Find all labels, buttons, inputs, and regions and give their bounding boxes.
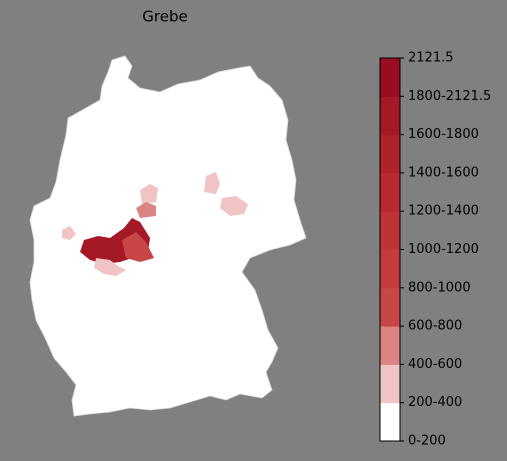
legend-swatch bbox=[380, 96, 400, 136]
colorbar-label: 400-600 bbox=[408, 357, 462, 372]
region bbox=[94, 258, 126, 276]
map-title: Grebe bbox=[142, 8, 187, 26]
colorbar-label: 1000-1200 bbox=[408, 242, 479, 257]
colorbar-label: 0-200 bbox=[408, 434, 446, 449]
region bbox=[204, 172, 220, 194]
colorbar-label: 1200-1400 bbox=[408, 204, 479, 219]
region bbox=[140, 184, 158, 204]
region bbox=[122, 232, 154, 262]
legend-swatch bbox=[380, 134, 400, 174]
germany-map bbox=[29, 55, 307, 417]
legend-swatch bbox=[380, 172, 400, 212]
colorbar-label: 1800-2121.5 bbox=[408, 89, 491, 104]
colorbar-label: 1400-1600 bbox=[408, 165, 479, 180]
country-outline bbox=[29, 55, 307, 417]
colorbar-label: 1600-1800 bbox=[408, 127, 479, 142]
region bbox=[220, 196, 248, 216]
region bbox=[62, 226, 76, 240]
legend-swatch bbox=[380, 211, 400, 250]
colorbar: 0-200 200-400 400-600 600-800 800-1000 1000-1… bbox=[380, 51, 491, 449]
legend-swatch bbox=[380, 402, 400, 442]
colorbar-label: 600-800 bbox=[408, 319, 462, 334]
colorbar-frame bbox=[379, 57, 401, 442]
colorbar-label: 2121.5 bbox=[408, 51, 454, 66]
region bbox=[136, 202, 156, 218]
legend-swatch bbox=[380, 58, 400, 97]
legend-swatch bbox=[380, 249, 400, 289]
colorbar-label: 800-1000 bbox=[408, 280, 471, 295]
legend-swatch bbox=[380, 326, 400, 365]
legend-swatch bbox=[380, 364, 400, 404]
colorbar-label: 200-400 bbox=[408, 395, 462, 410]
legend-swatch bbox=[380, 287, 400, 327]
